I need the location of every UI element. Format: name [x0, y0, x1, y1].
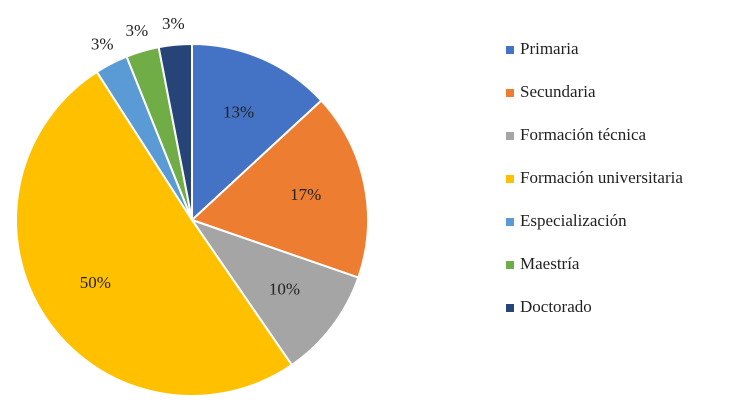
data-label: 17% — [290, 185, 321, 204]
legend-label: Especialización — [520, 211, 627, 230]
pie-slice — [15, 70, 294, 397]
data-label: 3% — [125, 21, 148, 40]
legend-swatch — [506, 218, 514, 226]
legend-label: Maestría — [520, 254, 580, 273]
legend-swatch — [506, 46, 514, 54]
legend-label: Secundaria — [520, 82, 596, 101]
data-label: 3% — [162, 14, 185, 33]
legend-label: Formación técnica — [520, 125, 646, 144]
legend-label: Formación universitaria — [520, 168, 683, 187]
pie-slice — [190, 99, 369, 279]
legend-label: Doctorado — [520, 297, 592, 316]
legend-swatch — [506, 261, 514, 269]
pie-slice — [191, 42, 323, 223]
pie-slice — [189, 218, 360, 367]
legend-swatch — [506, 89, 514, 97]
legend-label: Primaria — [520, 39, 579, 58]
legend-swatch — [506, 304, 514, 312]
legend-swatch — [506, 175, 514, 183]
data-label: 50% — [80, 273, 111, 292]
pie-slice — [157, 42, 193, 221]
legend-swatch — [506, 132, 514, 140]
data-label: 3% — [91, 35, 114, 54]
data-label: 13% — [223, 102, 254, 121]
data-label: 10% — [269, 279, 300, 298]
